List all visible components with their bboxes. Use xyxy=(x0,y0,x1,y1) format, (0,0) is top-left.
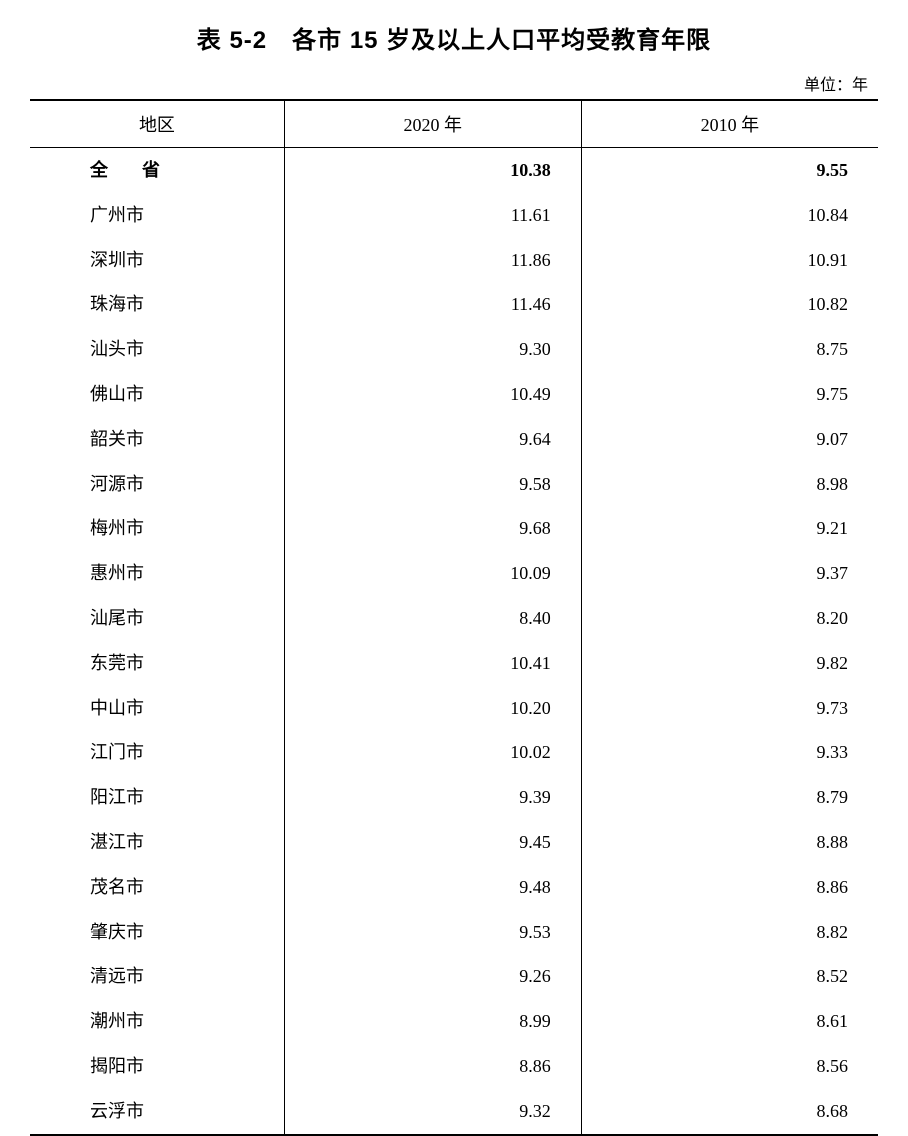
cell-region: 梅州市 xyxy=(30,506,284,551)
cell-2020: 11.46 xyxy=(284,282,581,327)
cell-2010: 8.68 xyxy=(581,1089,878,1135)
cell-2020: 9.64 xyxy=(284,417,581,462)
cell-2020: 8.40 xyxy=(284,596,581,641)
cell-2020: 8.99 xyxy=(284,999,581,1044)
table-row: 云浮市9.328.68 xyxy=(30,1089,878,1135)
cell-region: 惠州市 xyxy=(30,551,284,596)
table-row: 江门市10.029.33 xyxy=(30,730,878,775)
cell-2010: 9.07 xyxy=(581,417,878,462)
cell-region: 汕尾市 xyxy=(30,596,284,641)
col-header-region: 地区 xyxy=(30,100,284,148)
cell-region: 汕头市 xyxy=(30,327,284,372)
table-row: 湛江市9.458.88 xyxy=(30,820,878,865)
cell-region: 韶关市 xyxy=(30,417,284,462)
table-row: 梅州市9.689.21 xyxy=(30,506,878,551)
unit-label: 单位：年 xyxy=(30,71,878,95)
cell-2010: 10.91 xyxy=(581,238,878,283)
cell-2020: 9.53 xyxy=(284,910,581,955)
cell-region: 湛江市 xyxy=(30,820,284,865)
total-region: 全 省 xyxy=(30,148,284,193)
table-row: 潮州市8.998.61 xyxy=(30,999,878,1044)
table-row: 茂名市9.488.86 xyxy=(30,865,878,910)
table-row: 揭阳市8.868.56 xyxy=(30,1044,878,1089)
cell-2020: 9.48 xyxy=(284,865,581,910)
education-years-table: 地区 2020 年 2010 年 全 省 10.38 9.55 广州市11.61… xyxy=(30,99,878,1136)
cell-2020: 10.49 xyxy=(284,372,581,417)
table-row: 阳江市9.398.79 xyxy=(30,775,878,820)
table-row: 肇庆市9.538.82 xyxy=(30,910,878,955)
table-row: 珠海市11.4610.82 xyxy=(30,282,878,327)
cell-2020: 10.41 xyxy=(284,641,581,686)
table-row: 惠州市10.099.37 xyxy=(30,551,878,596)
cell-2020: 10.09 xyxy=(284,551,581,596)
cell-2010: 8.98 xyxy=(581,462,878,507)
cell-2020: 11.61 xyxy=(284,193,581,238)
cell-region: 东莞市 xyxy=(30,641,284,686)
cell-2010: 9.75 xyxy=(581,372,878,417)
cell-2020: 11.86 xyxy=(284,238,581,283)
cell-2020: 9.68 xyxy=(284,506,581,551)
total-row: 全 省 10.38 9.55 xyxy=(30,148,878,193)
cell-2010: 10.84 xyxy=(581,193,878,238)
cell-2010: 8.75 xyxy=(581,327,878,372)
cell-region: 珠海市 xyxy=(30,282,284,327)
cell-region: 茂名市 xyxy=(30,865,284,910)
cell-2020: 9.45 xyxy=(284,820,581,865)
cell-2020: 10.02 xyxy=(284,730,581,775)
cell-region: 深圳市 xyxy=(30,238,284,283)
table-row: 广州市11.6110.84 xyxy=(30,193,878,238)
table-row: 清远市9.268.52 xyxy=(30,954,878,999)
table-body: 全 省 10.38 9.55 广州市11.6110.84深圳市11.8610.9… xyxy=(30,148,878,1135)
cell-region: 江门市 xyxy=(30,730,284,775)
cell-region: 广州市 xyxy=(30,193,284,238)
cell-2020: 9.32 xyxy=(284,1089,581,1135)
table-row: 韶关市9.649.07 xyxy=(30,417,878,462)
table-row: 东莞市10.419.82 xyxy=(30,641,878,686)
cell-2010: 9.21 xyxy=(581,506,878,551)
cell-region: 阳江市 xyxy=(30,775,284,820)
cell-2010: 9.33 xyxy=(581,730,878,775)
cell-2020: 9.26 xyxy=(284,954,581,999)
cell-2020: 9.30 xyxy=(284,327,581,372)
cell-region: 云浮市 xyxy=(30,1089,284,1135)
cell-region: 清远市 xyxy=(30,954,284,999)
cell-2010: 9.37 xyxy=(581,551,878,596)
table-row: 汕头市9.308.75 xyxy=(30,327,878,372)
cell-region: 佛山市 xyxy=(30,372,284,417)
header-row: 地区 2020 年 2010 年 xyxy=(30,100,878,148)
table-row: 汕尾市8.408.20 xyxy=(30,596,878,641)
table-row: 中山市10.209.73 xyxy=(30,686,878,731)
table-title: 表 5-2 各市 15 岁及以上人口平均受教育年限 xyxy=(30,20,878,55)
cell-region: 揭阳市 xyxy=(30,1044,284,1089)
cell-2010: 8.88 xyxy=(581,820,878,865)
col-header-2020: 2020 年 xyxy=(284,100,581,148)
cell-2010: 10.82 xyxy=(581,282,878,327)
table-row: 佛山市10.499.75 xyxy=(30,372,878,417)
cell-region: 中山市 xyxy=(30,686,284,731)
cell-region: 肇庆市 xyxy=(30,910,284,955)
cell-2010: 8.56 xyxy=(581,1044,878,1089)
cell-2010: 8.20 xyxy=(581,596,878,641)
cell-2010: 9.82 xyxy=(581,641,878,686)
cell-2020: 9.58 xyxy=(284,462,581,507)
cell-2010: 9.73 xyxy=(581,686,878,731)
table-row: 河源市9.588.98 xyxy=(30,462,878,507)
cell-2010: 8.79 xyxy=(581,775,878,820)
table-row: 深圳市11.8610.91 xyxy=(30,238,878,283)
cell-2020: 8.86 xyxy=(284,1044,581,1089)
cell-2010: 8.82 xyxy=(581,910,878,955)
cell-2010: 8.61 xyxy=(581,999,878,1044)
cell-region: 潮州市 xyxy=(30,999,284,1044)
total-2020: 10.38 xyxy=(284,148,581,193)
cell-2010: 8.86 xyxy=(581,865,878,910)
cell-2020: 9.39 xyxy=(284,775,581,820)
total-2010: 9.55 xyxy=(581,148,878,193)
col-header-2010: 2010 年 xyxy=(581,100,878,148)
cell-2010: 8.52 xyxy=(581,954,878,999)
cell-2020: 10.20 xyxy=(284,686,581,731)
cell-region: 河源市 xyxy=(30,462,284,507)
